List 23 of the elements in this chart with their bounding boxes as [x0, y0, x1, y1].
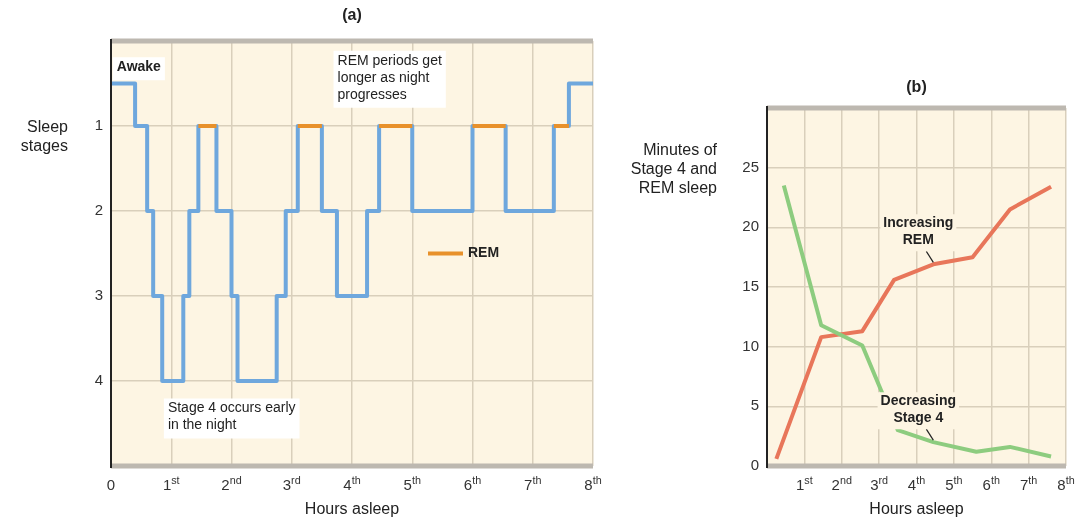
y-tick-label: 2 — [94, 201, 103, 219]
y-tick-label: 15 — [742, 277, 759, 295]
annotation: Stage 4 occurs early in the night — [167, 399, 296, 433]
y-tick-label: 0 — [750, 456, 759, 474]
chart-title: (b) — [906, 78, 927, 96]
annotation: Awake — [116, 57, 162, 74]
legend-label: REM — [468, 244, 500, 261]
chart-title: (a) — [342, 6, 362, 24]
y-tick-label: 4 — [94, 371, 103, 389]
y-tick-label: 1 — [94, 116, 103, 134]
y-axis-title: Sleep stages — [19, 117, 68, 155]
x-tick-label: 0 — [106, 476, 116, 493]
y-tick-label: 20 — [742, 217, 759, 235]
y-axis-title: Minutes of Stage 4 and REM sleep — [629, 140, 717, 197]
y-tick-label: 3 — [94, 286, 103, 304]
y-tick-label: 5 — [750, 396, 759, 414]
series-label: Increasing REM — [883, 214, 954, 248]
series-label: Decreasing Stage 4 — [880, 391, 957, 425]
y-tick-label: 25 — [742, 157, 759, 175]
x-axis-title: Hours asleep — [304, 499, 400, 517]
x-axis-title: Hours asleep — [869, 499, 964, 517]
y-tick-label: 10 — [742, 336, 759, 354]
annotation: REM periods get longer as night progresses — [337, 51, 442, 102]
